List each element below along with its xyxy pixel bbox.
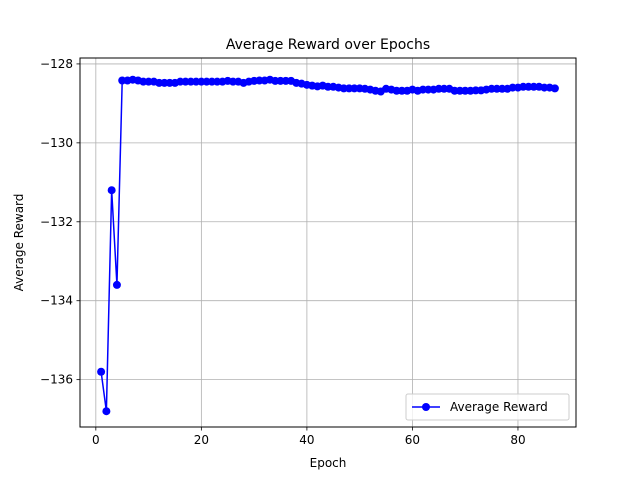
chart-title: Average Reward over Epochs — [226, 37, 430, 53]
y-tick-label: −130 — [40, 136, 73, 150]
legend-marker-swatch — [422, 403, 430, 411]
ticks: 0 20 40 60 80 −136 −134 −132 −130 −128 — [40, 57, 526, 447]
data-point — [550, 84, 559, 93]
y-axis-label: Average Reward — [12, 194, 26, 292]
grid — [80, 58, 576, 427]
data-point — [97, 367, 106, 376]
legend-box — [405, 393, 570, 421]
series-layer — [97, 75, 559, 416]
y-tick-label: −136 — [40, 373, 73, 387]
x-tick-label: 0 — [92, 433, 100, 447]
x-axis-label: Epoch — [310, 456, 347, 470]
legend: Average Reward — [405, 393, 570, 421]
x-tick-label: 20 — [194, 433, 209, 447]
data-point — [112, 280, 121, 289]
data-point — [107, 186, 116, 195]
x-tick-label: 60 — [405, 433, 420, 447]
y-tick-label: −134 — [40, 294, 73, 308]
x-tick-label: 80 — [510, 433, 525, 447]
legend-series-label: Average Reward — [450, 400, 548, 414]
y-tick-label: −132 — [40, 215, 73, 229]
plot-frame — [79, 57, 577, 428]
data-point — [102, 407, 111, 416]
x-tick-label: 40 — [299, 433, 314, 447]
y-tick-label: −128 — [40, 57, 73, 71]
